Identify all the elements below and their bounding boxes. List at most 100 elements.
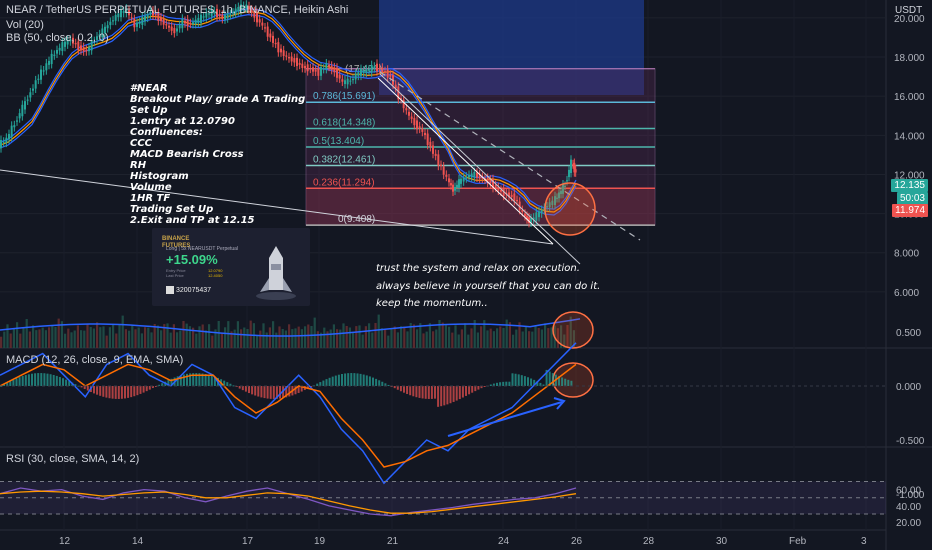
- volume-bar: [364, 326, 367, 348]
- volume-bar: [134, 329, 137, 348]
- candle: [229, 13, 232, 16]
- note-line: Histogram: [130, 171, 189, 182]
- macd-histogram-bar: [142, 386, 145, 393]
- macd-histogram-bar: [499, 382, 502, 386]
- candle: [494, 184, 497, 188]
- volume-bar: [348, 327, 351, 348]
- candle: [481, 176, 484, 179]
- candle: [429, 141, 432, 148]
- macd-histogram-bar: [86, 386, 89, 391]
- comment-1: trust the system and relax on execution.: [376, 263, 580, 274]
- candle: [346, 78, 349, 85]
- candle: [465, 176, 468, 179]
- volume-ma-line: [0, 318, 581, 337]
- y-tick-label: 16.000: [894, 92, 925, 103]
- candle: [240, 4, 242, 12]
- volume-bar: [464, 323, 467, 348]
- candle: [418, 126, 421, 129]
- volume-bar: [6, 324, 9, 348]
- candle: [556, 197, 558, 199]
- candle: [157, 12, 160, 22]
- macd-histogram-bar: [21, 376, 24, 386]
- candle: [442, 166, 445, 175]
- macd-histogram-bar: [471, 386, 474, 393]
- volume-bar: [528, 331, 531, 348]
- macd-histogram-bar: [359, 373, 362, 386]
- volume-bar: [25, 319, 28, 348]
- volume-bar: [224, 327, 227, 348]
- candle: [333, 67, 336, 73]
- macd-histogram-bar: [210, 375, 213, 386]
- macd-histogram-bar: [167, 380, 170, 386]
- volume-bar: [358, 325, 361, 348]
- candle: [564, 185, 566, 188]
- card-row-last: Last Price: [166, 273, 184, 278]
- rsi-indicator-label[interactable]: RSI (30, close, SMA, 14, 2): [6, 453, 140, 465]
- volume-bar: [48, 327, 51, 348]
- candle: [320, 66, 322, 76]
- candle: [13, 125, 16, 128]
- candle: [128, 10, 130, 16]
- candle: [405, 108, 408, 111]
- candle: [272, 35, 274, 43]
- highlight-zone: [379, 0, 644, 95]
- candle: [570, 159, 572, 174]
- candle: [56, 49, 58, 54]
- macd-histogram-bar: [170, 378, 173, 386]
- bb-indicator-label[interactable]: BB (50, close, 0.2, 0): [6, 32, 109, 44]
- x-tick-label: Feb: [789, 536, 807, 547]
- candle: [306, 64, 309, 72]
- volume-bar: [147, 327, 150, 348]
- volume-bar: [521, 331, 524, 348]
- volume-bar: [112, 324, 115, 348]
- candle: [410, 116, 413, 119]
- macd-histogram-bar: [195, 373, 198, 386]
- candle: [288, 57, 290, 59]
- x-tick-label: 12: [59, 536, 71, 547]
- macd-histogram-bar: [337, 374, 340, 386]
- candle: [210, 9, 213, 17]
- volume-bar: [572, 330, 575, 348]
- volume-bar: [3, 331, 6, 348]
- card-brand: BINANCE FUTURES: [162, 236, 190, 250]
- macd-histogram-bar: [49, 374, 52, 386]
- candle: [224, 15, 226, 20]
- volume-bar: [182, 321, 185, 348]
- volume-bar: [480, 326, 483, 348]
- macd-histogram-bar: [9, 381, 12, 386]
- candle: [144, 15, 146, 22]
- volume-bar: [470, 328, 473, 348]
- macd-histogram-bar: [279, 386, 281, 399]
- macd-histogram-bar: [306, 386, 309, 389]
- highlight-circle: [544, 182, 596, 236]
- volume-bar: [144, 327, 147, 348]
- candle: [264, 27, 266, 29]
- candle: [497, 186, 500, 191]
- volume-bar: [208, 324, 211, 348]
- volume-bar: [12, 328, 15, 348]
- vol-indicator-label[interactable]: Vol (20): [6, 19, 44, 31]
- macd-histogram-bar: [198, 373, 201, 386]
- volume-bar: [457, 334, 460, 348]
- comment-2: always believe in yourself that you can …: [376, 281, 601, 292]
- macd-histogram-bar: [12, 379, 15, 386]
- macd-histogram-bar: [294, 386, 297, 395]
- x-tick-label: 26: [571, 536, 583, 547]
- fib-label: 0.5(13.404): [313, 136, 364, 147]
- volume-bar: [400, 326, 403, 348]
- y-tick-label: 12.000: [894, 170, 925, 181]
- volume-bar: [473, 320, 476, 348]
- volume-bar: [534, 325, 537, 348]
- candle: [8, 134, 10, 140]
- candle: [82, 46, 85, 52]
- macd-histogram-bar: [223, 380, 226, 386]
- macd-histogram-bar: [74, 384, 77, 386]
- macd-indicator-label[interactable]: MACD (12, 26, close, 9, EMA, SMA): [6, 354, 184, 366]
- candle: [178, 25, 181, 29]
- candle: [373, 66, 376, 69]
- rsi-y-tick-label: 40.00: [896, 502, 921, 513]
- macd-histogram-bar: [108, 386, 111, 399]
- candle: [10, 125, 13, 138]
